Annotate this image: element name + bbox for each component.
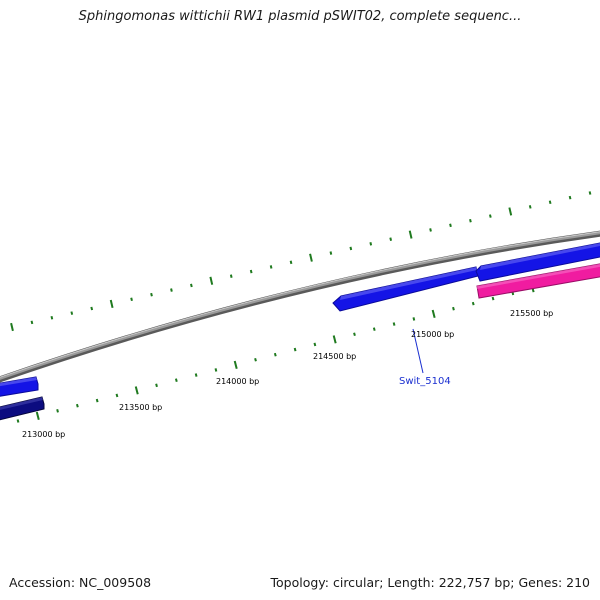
minor-tick (249, 269, 253, 274)
minor-tick (392, 322, 396, 326)
major-tick (508, 207, 513, 216)
major-tick (408, 230, 413, 239)
minor-tick (353, 332, 356, 337)
minor-tick (369, 242, 373, 246)
minor-tick (349, 246, 353, 251)
gene-arrow[interactable] (332, 266, 479, 312)
minor-tick (70, 311, 74, 315)
outer-tick-track (10, 191, 592, 332)
minor-tick (273, 352, 277, 357)
minor-tick (449, 223, 452, 228)
minor-tick (489, 214, 492, 218)
minor-tick (190, 283, 193, 288)
minor-tick (56, 408, 59, 413)
minor-tick (229, 274, 233, 278)
minor-tick (452, 306, 455, 311)
ruler-label: 213500 bp (119, 403, 162, 412)
gene-arrow[interactable] (0, 396, 45, 421)
minor-tick (329, 251, 333, 255)
genome-summary: Topology: circular; Length: 222,757 bp; … (270, 575, 591, 590)
major-tick (134, 386, 139, 395)
major-tick (332, 335, 337, 344)
minor-tick (528, 205, 532, 209)
accession-text: Accession: NC_009508 (9, 575, 152, 590)
minor-tick (491, 296, 495, 301)
minor-tick (95, 398, 99, 403)
minor-tick (293, 347, 297, 352)
gene-arrow[interactable] (0, 376, 39, 397)
minor-tick (429, 228, 432, 232)
ruler-labels: 213000 bp 213500 bp 214000 bp 214500 bp 2150… (22, 309, 553, 439)
minor-tick (50, 315, 54, 320)
minor-tick (313, 342, 317, 347)
minor-tick (155, 383, 158, 388)
ruler-label: 215500 bp (510, 309, 553, 318)
gene-label[interactable]: Swit_5104 (399, 376, 451, 387)
minor-tick (150, 292, 153, 297)
minor-tick (412, 317, 416, 321)
minor-tick (170, 288, 173, 292)
minor-tick (16, 419, 20, 423)
minor-tick (194, 373, 198, 377)
minor-tick (372, 327, 376, 331)
major-tick (35, 411, 40, 421)
minor-tick (254, 357, 257, 362)
minor-tick (90, 306, 94, 311)
minor-tick (214, 368, 218, 372)
minor-tick (289, 260, 293, 265)
gene-arrow[interactable] (475, 242, 600, 282)
minor-tick (568, 195, 572, 200)
minor-tick (389, 237, 393, 241)
ruler-label: 215000 bp (411, 330, 454, 339)
label-leader-line (412, 328, 424, 374)
major-tick (10, 322, 14, 332)
minor-tick (76, 403, 79, 408)
minor-tick (548, 200, 552, 205)
ruler-label: 214500 bp (313, 352, 356, 361)
minor-tick (469, 218, 472, 223)
gene-track (0, 242, 600, 421)
minor-tick (30, 320, 34, 325)
map-title: Sphingomonas wittichii RW1 plasmid pSWIT… (78, 9, 522, 24)
gene-arrow[interactable] (476, 263, 600, 299)
major-tick (233, 360, 238, 369)
minor-tick (269, 265, 273, 269)
major-tick (109, 299, 114, 309)
minor-tick (115, 393, 119, 398)
major-tick (209, 276, 214, 285)
minor-tick (588, 191, 592, 195)
major-tick (431, 309, 436, 318)
minor-tick (471, 301, 475, 306)
ruler-label: 213000 bp (22, 430, 65, 439)
minor-tick (130, 297, 133, 302)
minor-tick (174, 378, 178, 382)
major-tick (309, 253, 313, 262)
ruler-label: 214000 bp (216, 377, 259, 386)
backbone (0, 230, 600, 383)
